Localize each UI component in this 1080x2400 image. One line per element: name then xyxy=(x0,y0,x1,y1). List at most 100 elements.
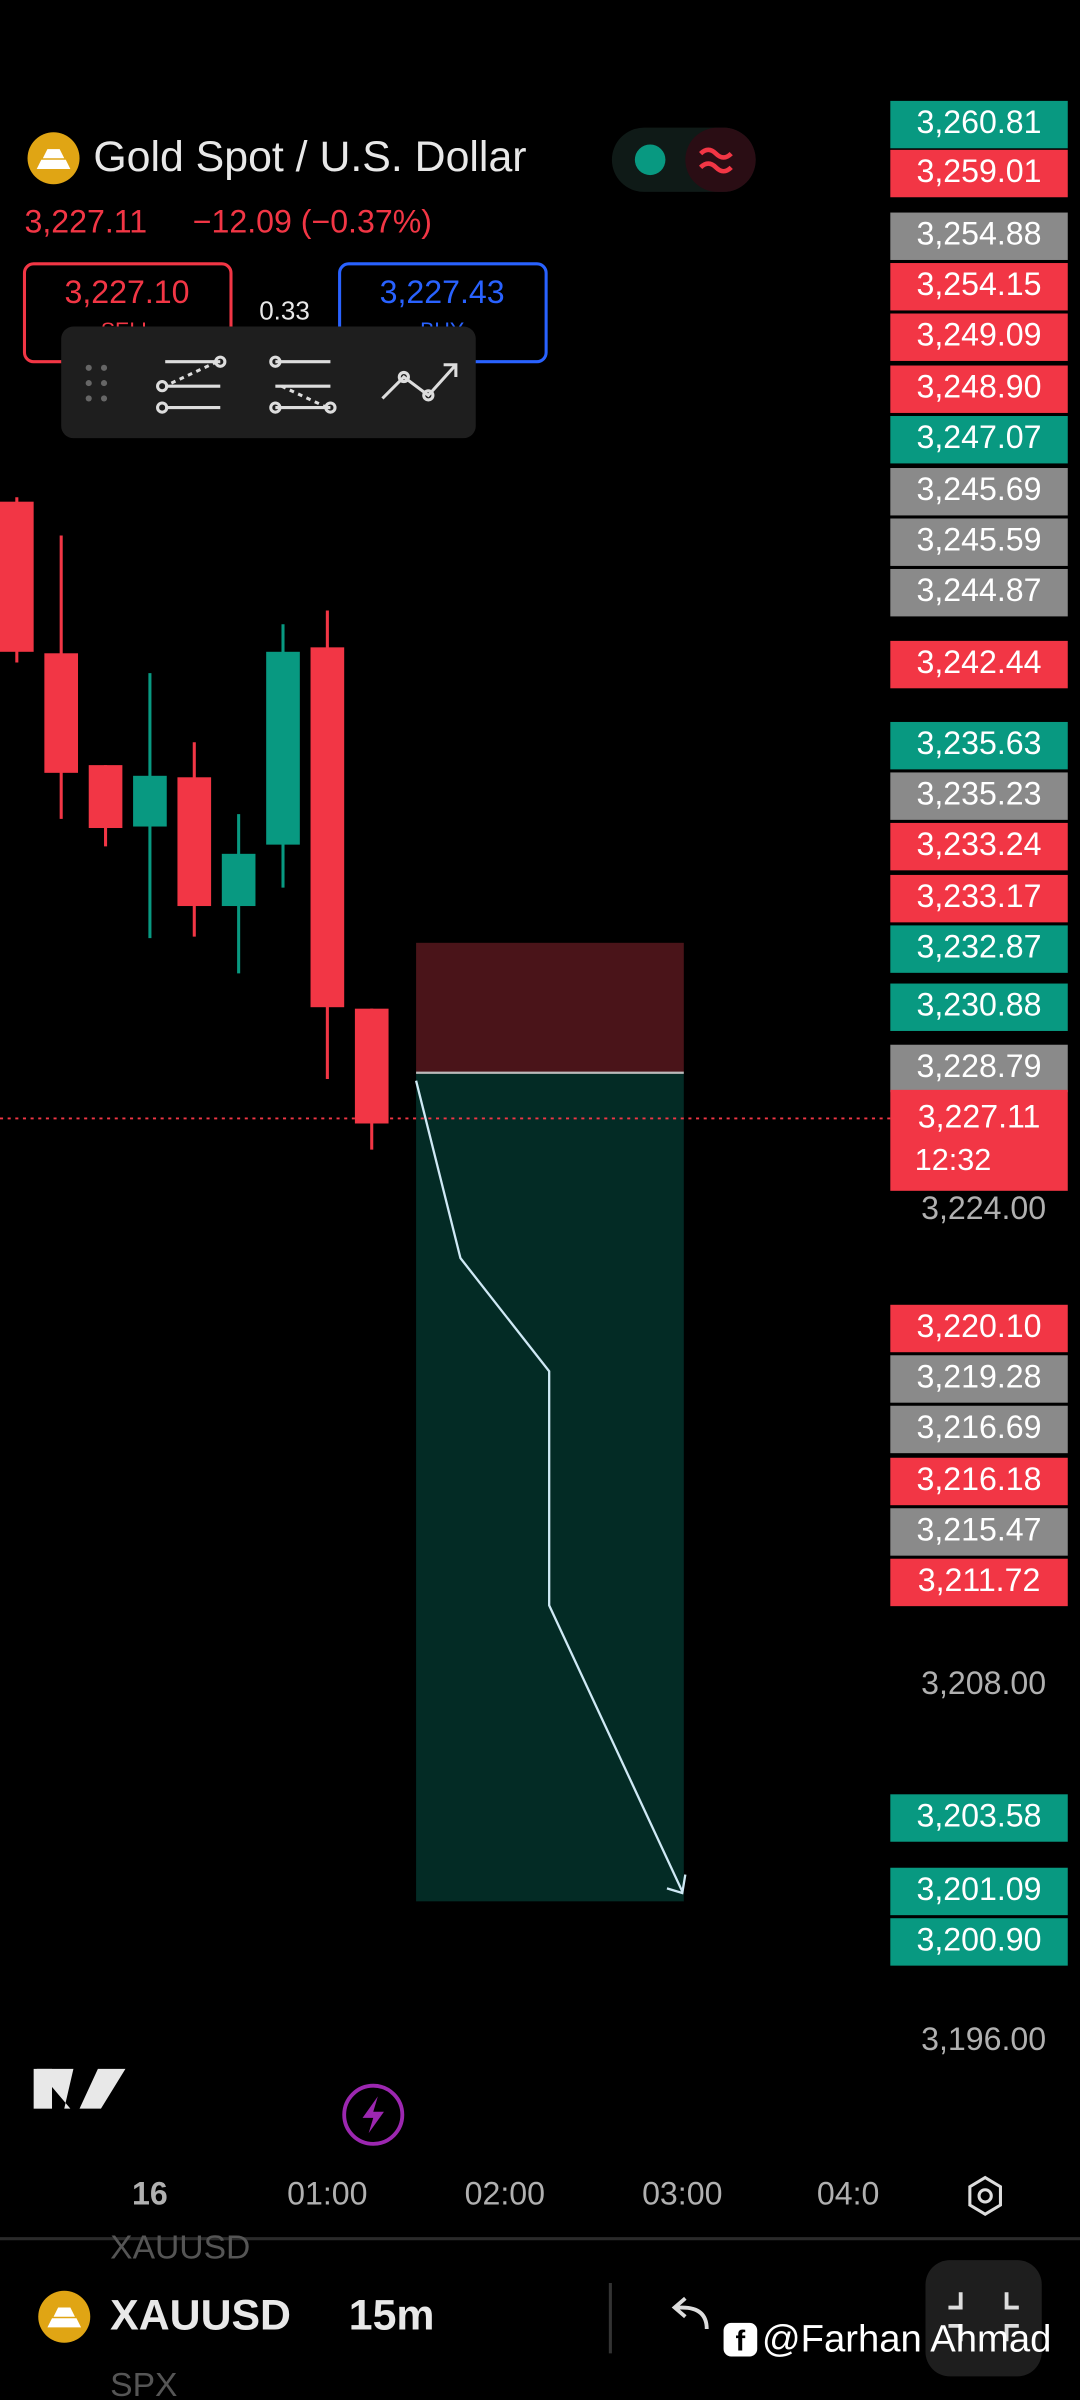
time-label: 16 xyxy=(132,2175,168,2211)
drawing-toolbar xyxy=(61,326,476,439)
price-label: 3,232.87 xyxy=(917,929,1042,965)
price-label-bg xyxy=(890,983,1068,1031)
y-tick-label: 3,224.00 xyxy=(921,1190,1046,1226)
price-label: 3,245.69 xyxy=(917,471,1042,507)
price-label-bg xyxy=(890,822,1068,871)
price-label-bg xyxy=(890,1867,1068,1916)
plot: 3,224.00 3,208.00 3,196.00 3,260.81 3,259.01… xyxy=(0,100,1068,2057)
price-label: 3,216.69 xyxy=(917,1409,1042,1445)
price-label: 3,215.47 xyxy=(917,1511,1042,1547)
bottom-symbol[interactable]: XAUUSD xyxy=(110,2292,291,2340)
price-label: 3,227.11 xyxy=(918,1098,1041,1134)
y-tick-label: 3,196.00 xyxy=(921,2021,1046,2057)
price-label-bg xyxy=(890,1457,1068,1506)
buy-price: 3,227.43 xyxy=(380,274,505,310)
price-label: 3,201.09 xyxy=(917,1871,1042,1907)
candle-body xyxy=(221,853,256,907)
time-label: 04:0 xyxy=(817,2175,880,2211)
settings-center xyxy=(977,2188,993,2204)
price-label: 3,235.63 xyxy=(917,725,1042,761)
y-tick-label: 3,208.00 xyxy=(921,1665,1046,1701)
price-label-bg xyxy=(890,772,1068,820)
candle-body xyxy=(310,647,345,1008)
facebook-icon xyxy=(723,2322,758,2357)
price-label-bg xyxy=(890,925,1068,973)
price-label-bg xyxy=(890,313,1068,361)
status-pill-right xyxy=(685,127,756,192)
price-label: 3,235.23 xyxy=(917,776,1042,812)
stop-zone xyxy=(416,942,684,1073)
price-label-bg xyxy=(890,149,1068,198)
price-label: 3,247.07 xyxy=(917,419,1042,455)
drag-handle[interactable] xyxy=(85,364,108,402)
facebook-f: f xyxy=(736,2325,746,2357)
candle-body xyxy=(133,775,167,827)
price-label: 3,233.17 xyxy=(917,878,1042,914)
price-label-bg xyxy=(890,468,1068,516)
price-label: 3,260.81 xyxy=(917,104,1042,140)
time-axis: 16 01:00 02:00 03:00 04:0 xyxy=(132,2175,879,2211)
price-label-bg xyxy=(890,263,1068,311)
candle-body xyxy=(0,501,34,652)
price-label-bg xyxy=(890,416,1068,464)
fullscreen-button[interactable] xyxy=(925,2260,1042,2377)
price-label-bg xyxy=(890,365,1068,413)
price-label: 3,244.87 xyxy=(917,572,1042,608)
flash-button[interactable] xyxy=(342,2083,405,2146)
time-label: 01:00 xyxy=(287,2175,367,2211)
price-label-bg xyxy=(890,568,1068,617)
tool-long-position[interactable] xyxy=(156,355,227,414)
tool-projection[interactable] xyxy=(381,363,458,402)
price-label: 3,230.88 xyxy=(917,987,1042,1023)
time-label: 02:00 xyxy=(465,2175,545,2211)
price-label-bg xyxy=(890,640,1068,689)
bottom-gold-bars xyxy=(47,2307,82,2328)
time-label: 03:00 xyxy=(642,2175,722,2211)
candle-body xyxy=(88,765,123,829)
flash-icon xyxy=(362,2096,384,2134)
price-label: 3,219.28 xyxy=(917,1358,1042,1394)
prev-symbol: XAUUSD xyxy=(110,2229,250,2266)
price-label: 3,259.01 xyxy=(917,153,1042,189)
candle-body xyxy=(177,777,212,907)
price-label: 3,203.58 xyxy=(917,1798,1042,1834)
price-label-bg xyxy=(890,1508,1068,1556)
price-label: 3,233.24 xyxy=(917,826,1042,862)
price-label: 3,216.18 xyxy=(917,1461,1042,1497)
next-symbol: SPX xyxy=(110,2367,177,2400)
tool-short-position[interactable] xyxy=(269,355,337,414)
wave-icon xyxy=(699,147,733,174)
last-price: 3,227.11 xyxy=(24,204,147,240)
undo-button[interactable] xyxy=(671,2296,709,2330)
price-label: 3,200.90 xyxy=(917,1921,1042,1957)
candle-body xyxy=(266,651,300,845)
price-label: 3,220.10 xyxy=(917,1308,1042,1344)
countdown: 12:32 xyxy=(915,1143,992,1177)
price-label-bg xyxy=(890,100,1068,149)
price-label: 3,242.44 xyxy=(917,644,1042,680)
price-label: 3,254.88 xyxy=(917,216,1042,252)
projection-path xyxy=(414,1080,687,1895)
price-label: 3,249.09 xyxy=(917,317,1042,353)
candle-body xyxy=(44,653,79,773)
symbol-title[interactable]: Gold Spot / U.S. Dollar xyxy=(93,133,526,181)
settings-button[interactable] xyxy=(968,2175,1002,2217)
price-label-bg xyxy=(890,1355,1068,1403)
price-label-bg xyxy=(890,518,1068,566)
price-label-bg xyxy=(890,1405,1068,1454)
price-label-bg xyxy=(890,1918,1068,1966)
watermark: @Farhan Ahmad xyxy=(762,2317,1052,2360)
market-open-dot xyxy=(634,144,666,176)
price-label-bg xyxy=(890,1044,1068,1093)
candle-body xyxy=(354,1008,389,1124)
price-label-bg xyxy=(890,874,1068,923)
price-label-bg xyxy=(890,1558,1068,1607)
price-label: 3,211.72 xyxy=(918,1562,1041,1598)
price-label-bg xyxy=(890,1794,1068,1842)
price-label-bg xyxy=(890,212,1068,260)
price-label: 3,245.59 xyxy=(917,522,1042,558)
logo xyxy=(36,2068,126,2109)
interval[interactable]: 15m xyxy=(349,2292,435,2340)
price-change: −12.09 (−0.37%) xyxy=(193,204,432,240)
